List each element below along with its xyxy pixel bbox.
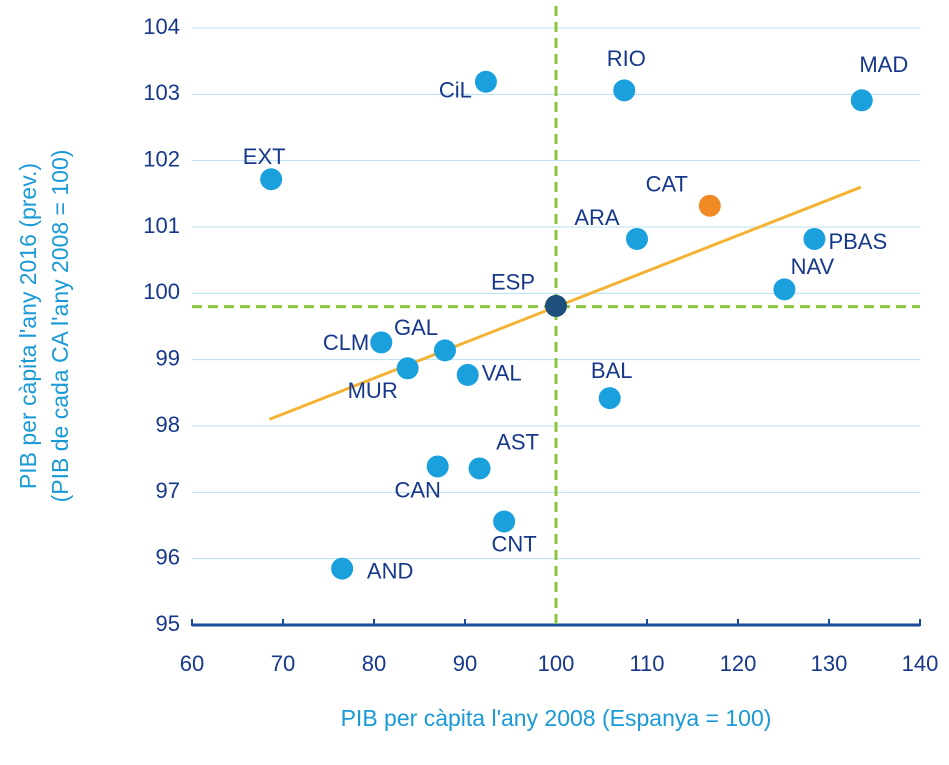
point (598, 387, 621, 410)
point-label: BAL (591, 358, 633, 383)
point-label: CLM (323, 330, 369, 355)
point-label: AND (367, 558, 413, 583)
point (426, 455, 449, 478)
point (260, 168, 283, 191)
y-tick-label: 98 (156, 412, 180, 437)
point (370, 331, 393, 354)
point (493, 510, 516, 533)
x-tick-label: 140 (902, 651, 939, 676)
point-label: CNT (492, 531, 537, 556)
x-tick-label: 60 (180, 651, 204, 676)
point (433, 339, 456, 362)
y-tick-label: 95 (156, 611, 180, 636)
y-tick-label: 96 (156, 544, 180, 569)
point-label: CiL (439, 78, 472, 103)
point-label: EXT (243, 144, 286, 169)
y-tick-label: 97 (156, 478, 180, 503)
point-label: VAL (482, 361, 522, 386)
point-label: ESP (491, 270, 535, 295)
point-label: NAV (791, 254, 835, 279)
point (545, 294, 567, 317)
point-label: MUR (348, 378, 398, 403)
x-tick-label: 80 (362, 651, 386, 676)
point (474, 70, 497, 93)
y-tick-label: 101 (143, 213, 180, 238)
point-label: AST (496, 429, 539, 454)
point-label: GAL (394, 315, 438, 340)
point-label: RIO (607, 46, 646, 71)
point-label: PBAS (828, 229, 887, 254)
point (396, 357, 419, 380)
point (468, 457, 491, 480)
point-label: CAT (646, 172, 688, 197)
x-tick-label: 90 (453, 651, 477, 676)
point (456, 363, 479, 386)
y-axis-label: (PIB de cada CA l'any 2008 = 100) (47, 150, 73, 503)
y-tick-label: 103 (143, 80, 180, 105)
y-tick-label: 102 (143, 146, 180, 171)
x-tick-label: 70 (271, 651, 295, 676)
point (698, 194, 721, 217)
point (331, 557, 354, 580)
point-label: ARA (574, 205, 620, 230)
point (773, 278, 796, 301)
x-tick-label: 130 (811, 651, 848, 676)
y-tick-label: 104 (143, 14, 180, 39)
point-label: CAN (394, 477, 440, 502)
point (625, 227, 648, 250)
point (850, 89, 873, 112)
x-axis-label: PIB per càpita l'any 2008 (Espanya = 100… (341, 705, 772, 731)
point (803, 227, 826, 250)
point (613, 79, 636, 102)
y-tick-label: 99 (156, 345, 180, 370)
y-tick-label: 100 (143, 279, 180, 304)
y-axis-label: PIB per càpita l'any 2016 (prev.) (15, 163, 41, 489)
x-tick-label: 120 (720, 651, 757, 676)
x-tick-label: 100 (538, 651, 575, 676)
point-label: MAD (859, 52, 908, 77)
x-tick-label: 110 (629, 651, 664, 676)
